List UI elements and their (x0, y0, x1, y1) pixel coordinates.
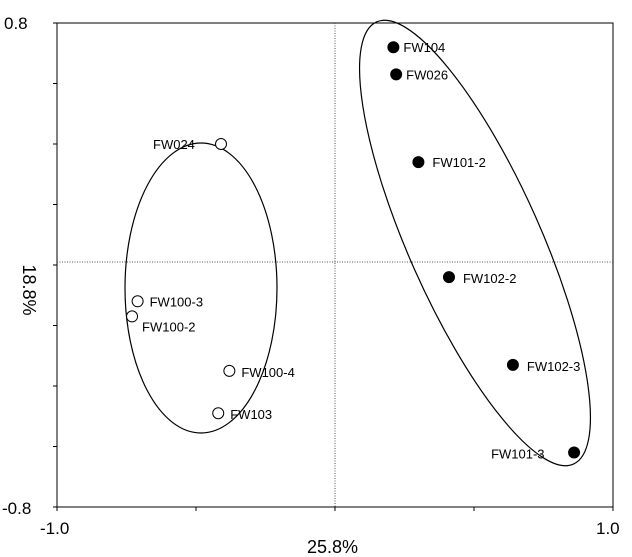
data-point-fw103 (212, 407, 225, 420)
axis-ticks (53, 22, 614, 511)
data-point-fw100-4 (223, 364, 236, 377)
data-points: FW024 FW100-3 FW100-2 FW100-4 FW103 FW104 FW02… (126, 40, 581, 462)
point-label-fw102-3: FW102-3 (527, 359, 580, 374)
data-point-fw102-2 (442, 271, 455, 284)
data-point-fw101-2 (412, 156, 425, 169)
data-point-fw100-2 (126, 310, 139, 323)
point-label-fw101-3: FW101-3 (491, 447, 544, 462)
x-tick-label-left: -1.0 (40, 519, 69, 538)
data-point-fw102-3 (506, 358, 519, 371)
y-tick-label-bottom: -0.8 (2, 499, 31, 518)
point-label-fw101-2: FW101-2 (432, 155, 485, 170)
point-label-fw024: FW024 (153, 137, 195, 152)
point-label-fw104: FW104 (403, 40, 445, 55)
point-label-fw100-2: FW100-2 (142, 319, 195, 334)
group-1-ellipse (124, 142, 278, 434)
data-point-fw024 (215, 138, 228, 150)
data-point-fw100-3 (131, 295, 144, 308)
data-point-fw104 (387, 41, 400, 54)
y-axis-title: 18.8% (19, 264, 39, 315)
x-tick-label-right: 1.0 (596, 519, 620, 538)
group-2-ellipse (358, 19, 592, 467)
x-axis-title: 25.8% (307, 537, 358, 557)
point-label-fw100-3: FW100-3 (150, 294, 203, 309)
point-label-fw102-2: FW102-2 (463, 271, 516, 286)
data-point-fw101-3 (568, 446, 581, 459)
point-label-fw026: FW026 (406, 67, 448, 82)
point-label-fw100-4: FW100-4 (241, 365, 294, 380)
data-point-fw026 (390, 68, 403, 81)
point-label-fw103: FW103 (230, 407, 272, 422)
y-tick-label-top: 0.8 (4, 14, 28, 33)
